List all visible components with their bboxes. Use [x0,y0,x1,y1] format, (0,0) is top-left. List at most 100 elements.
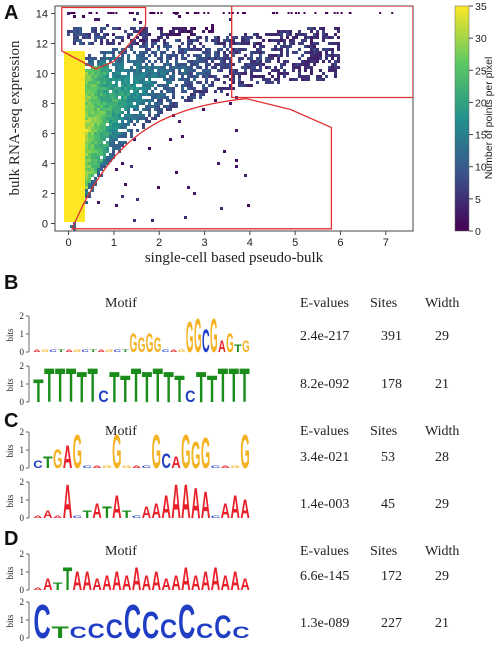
density-cell [187,99,190,102]
density-cell [76,183,79,186]
density-cell [286,33,289,36]
density-cell [76,99,79,102]
density-cell [115,105,118,108]
density-cell [64,171,67,174]
density-cell [298,42,301,45]
density-cell [172,78,175,81]
logo-letter: A [63,478,72,524]
density-cell [304,75,307,78]
density-cell [76,51,79,54]
density-cell [79,27,82,30]
logo-bits-label: bits [5,328,15,342]
density-cell [70,63,73,66]
density-cell [178,39,181,42]
density-cell [316,36,319,39]
logo-tick-label: 0 [20,463,25,473]
density-cell [133,69,136,72]
density-cell [172,93,175,96]
density-cell [238,48,241,51]
density-cell [70,213,73,216]
density-cell [76,105,79,108]
density-cell [94,156,97,159]
density-cell [82,111,85,114]
density-cell [190,63,193,66]
density-cell [70,123,73,126]
density-cell [64,207,67,210]
density-cell [85,69,88,72]
density-cell [154,96,157,99]
logo-letter: C [142,605,159,644]
density-cell [193,96,196,99]
density-cell [109,108,112,111]
density-cell [79,30,82,33]
density-cell [103,87,106,90]
density-cell [73,33,76,36]
density-cell [247,39,250,42]
density-cell [73,90,76,93]
header-evalues-c: E-values [300,424,349,439]
density-cell [298,66,301,69]
density-cell [109,102,112,105]
density-cell [205,69,208,72]
density-cell [118,87,121,90]
density-cell [202,90,205,93]
density-cell [73,165,76,168]
density-cell [310,36,313,39]
density-cell [262,45,265,48]
density-cell [112,63,115,66]
density-cells [64,12,394,231]
density-cell [250,57,253,60]
density-cell [85,162,88,165]
density-cell [103,144,106,147]
density-cell [94,183,97,186]
density-cell [91,171,94,174]
density-cell [94,87,97,90]
density-cell [109,105,112,108]
density-cell [121,87,124,90]
density-cell [256,36,259,39]
density-cell [100,69,103,72]
density-cell [313,51,316,54]
density-cell [337,36,340,39]
density-cell [229,69,232,72]
density-cell [133,114,136,117]
density-cell [100,81,103,84]
density-cell [259,45,262,48]
density-cell [247,63,250,66]
density-cell [121,66,124,69]
sites-c1: 53 [381,450,395,465]
density-cell [118,132,121,135]
density-cell [73,87,76,90]
density-cell [115,48,118,51]
density-cell [79,201,82,204]
density-cell [64,204,67,207]
density-cell [148,105,151,108]
density-cell [112,27,115,30]
density-cell [124,81,127,84]
density-cell [79,204,82,207]
density-cell [139,54,142,57]
density-cell [190,30,193,33]
density-cell [103,57,106,60]
x-tick-label: 1 [111,237,117,249]
density-cell [109,42,112,45]
density-cell [73,57,76,60]
density-cell [85,36,88,39]
density-cell [328,69,331,72]
density-cell [97,81,100,84]
density-cell [250,75,253,78]
logo-letter: G [53,444,62,474]
density-cell [97,123,100,126]
density-cell [70,93,73,96]
density-cell [64,108,67,111]
density-cell [190,87,193,90]
density-cell [97,96,100,99]
density-cell [139,114,142,117]
density-cell [235,42,238,45]
density-cell [169,87,172,90]
density-cell [97,93,100,96]
panel-letter-b: B [4,272,19,294]
density-cell [88,105,91,108]
density-cell [151,84,154,87]
density-cell [181,66,184,69]
